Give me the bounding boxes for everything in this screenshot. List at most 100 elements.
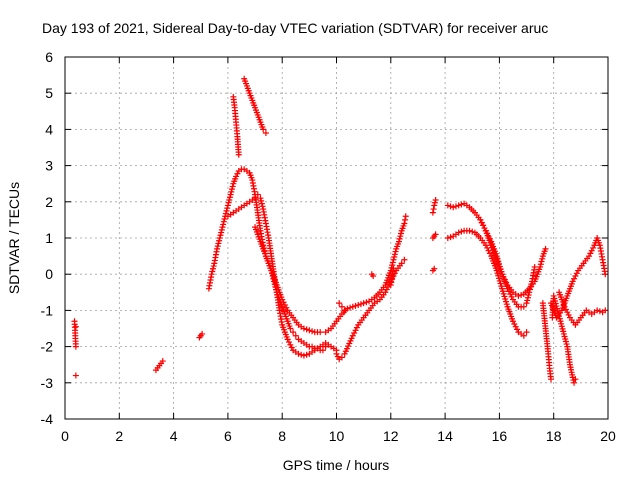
data-point [573,270,580,277]
data-point [602,271,609,278]
data-point [257,195,264,202]
data-point [444,202,451,209]
data-point [334,353,341,360]
data-point [287,341,294,348]
data-point [218,226,225,233]
y-tick-label: 1 [45,230,53,246]
data-point [303,326,310,333]
y-tick-label: 5 [45,85,53,101]
data-point [515,292,522,299]
data-point [159,358,166,365]
data-point [279,296,286,303]
data-point [562,306,569,313]
data-point [398,260,405,267]
data-point [295,350,302,357]
y-tick-label: 6 [45,49,53,65]
data-point [585,253,592,260]
data-point [254,191,261,198]
y-axis-label: SDTVAR / TECUs [6,182,22,294]
data-point [349,332,356,339]
data-point [499,271,506,278]
data-point [319,347,326,354]
data-point [501,276,508,283]
data-point [72,323,79,330]
data-point [590,244,597,251]
data-point [333,350,340,357]
plot-frame [64,56,609,420]
data-point [458,228,465,235]
data-point [214,245,221,252]
data-point [226,196,233,203]
y-tick-label: 2 [45,194,53,210]
data-point [363,299,370,306]
data-point [432,196,439,203]
data-point [520,303,527,310]
data-point [209,265,216,272]
data-point [523,329,530,336]
data-point [401,256,408,263]
data-point [503,279,510,286]
x-axis-label: GPS time / hours [283,457,390,473]
data-point [290,329,297,336]
data-point [572,273,579,280]
data-point [300,325,307,332]
x-tick-label: 20 [600,428,616,444]
x-tick-label: 16 [492,428,508,444]
data-point [430,206,437,213]
data-point [210,263,217,270]
data-point [524,294,531,301]
y-tick-label: 4 [45,121,53,137]
grid [65,57,608,419]
data-point [260,126,267,133]
data-point [402,213,409,220]
data-point [217,232,224,239]
data-point [508,293,515,300]
data-point [259,203,266,210]
data-point [219,224,226,231]
data-point [458,201,465,208]
data-point [447,234,454,241]
data-point [258,197,265,204]
data-point [317,329,324,336]
data-point [235,151,242,158]
data-point [285,339,292,346]
data-point [225,199,232,206]
data-point [234,170,241,177]
data-point [429,209,436,216]
x-tick-label: 6 [224,428,232,444]
data-point [352,302,359,309]
data-point [72,343,79,350]
data-point [447,203,454,210]
y-tick-label: -2 [41,339,54,355]
data-point [360,300,367,307]
data-point [537,263,544,270]
data-point [401,220,408,227]
x-tick-label: 4 [170,428,178,444]
data-point [391,251,398,258]
data-point [402,216,409,223]
x-tick-label: 12 [383,428,399,444]
data-point [397,230,404,237]
y-tick-label: -1 [41,302,54,318]
data-point [389,259,396,266]
x-tick-label: 18 [546,428,562,444]
x-tick-label: 2 [115,428,123,444]
data-point [431,202,438,209]
data-point [450,204,457,211]
data-point [221,215,228,222]
data-point [224,205,231,212]
x-tick-label: 10 [329,428,345,444]
data-point [284,336,291,343]
data-point [303,351,310,358]
data-point [355,301,362,308]
data-point [509,318,516,325]
data-point [262,130,269,137]
data-point [572,376,579,383]
data-point [531,263,538,270]
data-point [341,307,348,314]
data-point [72,372,79,379]
data-point [383,286,390,293]
y-tick-label: -3 [41,375,54,391]
y-tick-label: -4 [41,411,54,427]
